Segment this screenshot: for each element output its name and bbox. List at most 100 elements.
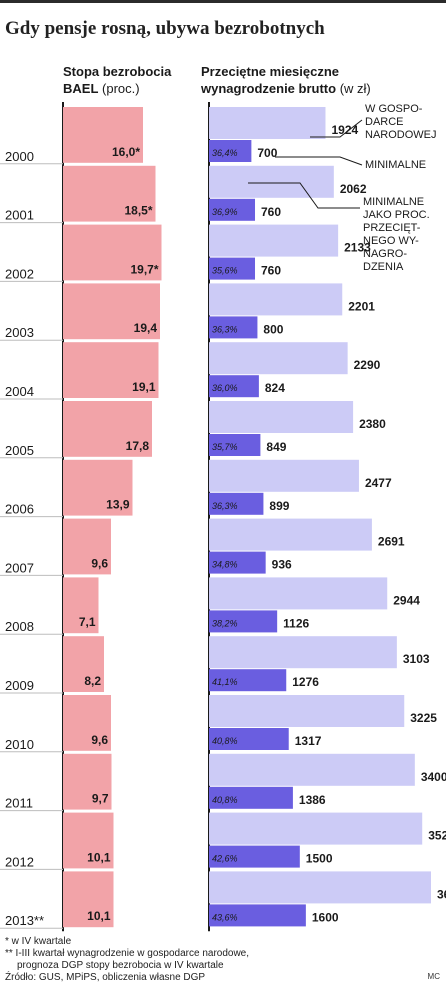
min-wage-label: 700: [257, 146, 277, 160]
note-2: ** I-III kwartał wynagrodzenie w gospoda…: [5, 948, 250, 959]
avg-wage-bar: [209, 636, 397, 669]
avg-wage-bar: [209, 224, 339, 257]
legend-proc-line3: PRZECIĘT-: [363, 222, 421, 234]
legend-proc-line4: NEGO WY-: [363, 235, 419, 247]
min-pct-label: 36,4%: [212, 148, 238, 158]
min-wage-label: 899: [269, 499, 289, 513]
avg-wage-bar: [209, 107, 326, 139]
legend-proc-line2: JAKO PROC.: [363, 209, 430, 221]
unemployment-label: 19,1: [132, 380, 156, 394]
min-wage-label: 849: [266, 440, 286, 454]
credit: MC: [427, 972, 440, 981]
avg-wage-label: 3225: [410, 711, 437, 725]
avg-wage-bar: [209, 871, 431, 904]
year-label: 2010: [5, 737, 34, 752]
unemployment-label: 13,9: [106, 498, 130, 512]
left-header-bold: Stopa bezrobocia: [63, 64, 172, 79]
min-pct-label: 43,6%: [212, 912, 238, 922]
avg-wage-bar: [209, 459, 359, 492]
min-wage-bar: [209, 257, 256, 280]
year-label: 2003: [5, 325, 34, 340]
avg-wage-bar: [209, 695, 405, 727]
avg-wage-bar: [209, 401, 354, 433]
unemployment-label: 16,0*: [112, 145, 140, 159]
year-label: 2006: [5, 502, 34, 517]
legend-gospodarka-line3: NARODOWEJ: [365, 129, 437, 141]
year-label: 2009: [5, 678, 34, 693]
min-wage-bar: [209, 786, 293, 809]
unemployment-bar: [63, 695, 111, 751]
min-wage-bar: [209, 492, 264, 515]
unemployment-bar: [63, 165, 156, 222]
unemployment-bar: [63, 871, 114, 928]
unemployment-label: 9,6: [91, 733, 108, 747]
min-wage-label: 760: [261, 264, 281, 278]
legend-leader-minimalne: [275, 156, 363, 166]
min-wage-label: 936: [272, 558, 292, 572]
legend-proc-line6: DZENIA: [363, 261, 404, 273]
unemployment-label: 10,1: [87, 850, 111, 864]
min-pct-label: 36,9%: [212, 207, 238, 217]
legend-leader-proc: [248, 182, 360, 209]
year-label: 2001: [5, 208, 34, 223]
year-label: 2005: [5, 443, 34, 458]
legend-proc: MINIMALNE JAKO PROC. PRZECIĘT- NEGO WY- …: [363, 196, 430, 274]
avg-wage-label: 2380: [359, 417, 386, 431]
min-wage-bar: [209, 375, 259, 398]
avg-wage-label: 3667: [437, 887, 446, 901]
unemployment-bar: [63, 812, 114, 869]
unemployment-label: 17,8: [126, 439, 150, 453]
min-pct-label: 35,6%: [212, 266, 238, 276]
min-wage-bar: [209, 669, 287, 692]
avg-wage-label: 2133: [344, 241, 371, 255]
min-pct-label: 42,6%: [212, 854, 238, 864]
year-label: 2013**: [5, 913, 44, 928]
min-pct-label: 36,3%: [212, 324, 238, 334]
avg-wage-label: 2944: [393, 593, 420, 607]
min-wage-label: 1600: [312, 910, 339, 924]
avg-wage-label: 2477: [365, 476, 392, 490]
note-1: * w IV kwartale: [5, 936, 72, 947]
avg-wage-bar: [209, 283, 343, 316]
min-wage-bar: [209, 551, 266, 574]
min-wage-bar: [209, 198, 256, 221]
unemployment-bar: [63, 224, 162, 281]
year-label: 2011: [5, 796, 33, 811]
avg-wage-bar: [209, 518, 372, 551]
year-label: 2002: [5, 266, 34, 281]
min-wage-bar: [209, 434, 261, 456]
legend-leader-gospodarka: [310, 119, 363, 138]
year-label: 2012: [5, 854, 34, 869]
min-wage-bar: [209, 728, 289, 750]
right-header-bold2: wynagrodzenie brutto: [201, 81, 337, 96]
min-wage-bar: [209, 140, 252, 162]
min-wage-bar: [209, 904, 306, 927]
avg-wage-bar: [209, 342, 348, 375]
unemployment-bar: [63, 459, 133, 516]
right-header-bold1: Przeciętne miesięczne: [201, 64, 340, 79]
min-wage-label: 824: [265, 381, 285, 395]
min-wage-label: 1386: [299, 793, 326, 807]
min-wage-label: 760: [261, 205, 281, 219]
unemployment-bar: [63, 283, 160, 340]
unemployment-bar: [63, 342, 159, 398]
legend-proc-line1: MINIMALNE: [363, 196, 425, 208]
unemployment-bar: [63, 107, 143, 163]
unemployment-bar: [63, 753, 112, 810]
year-label: 2007: [5, 560, 34, 575]
avg-wage-label: 2290: [354, 358, 381, 372]
min-pct-label: 41,1%: [212, 677, 238, 687]
source-note: Źródło: GUS, MPiPS, obliczenia własne DG…: [5, 972, 206, 983]
min-wage-label: 1317: [295, 734, 322, 748]
min-wage-label: 1500: [306, 852, 333, 866]
min-wage-label: 1126: [283, 616, 309, 630]
min-wage-bar: [209, 610, 278, 633]
legend-gospodarka-line2: DARCE: [365, 116, 404, 128]
unemployment-label: 9,6: [91, 556, 108, 570]
right-header-unit: (w zł): [339, 81, 371, 96]
avg-wage-bar: [209, 753, 415, 786]
legend-gospodarka-line1: W GOSPO-: [365, 103, 423, 115]
min-pct-label: 40,8%: [212, 736, 238, 746]
unemployment-label: 18,5*: [124, 204, 152, 218]
min-pct-label: 40,8%: [212, 795, 238, 805]
